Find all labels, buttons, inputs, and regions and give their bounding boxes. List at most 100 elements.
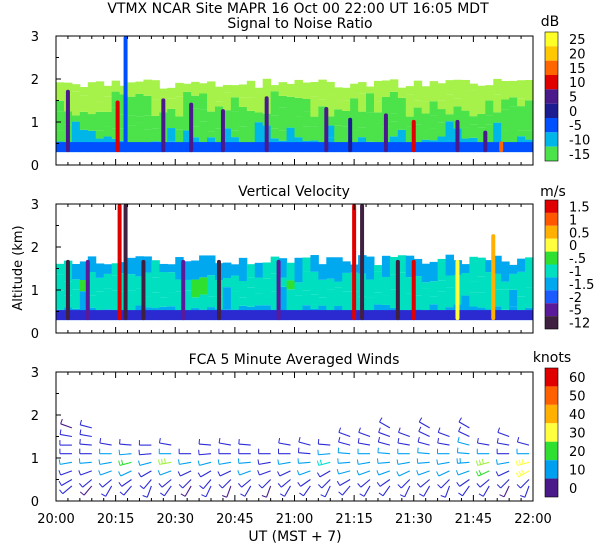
snr-cell	[135, 93, 144, 117]
vv-cell	[175, 257, 184, 280]
wind-barb-flag	[79, 429, 82, 435]
wind-barb	[423, 485, 431, 497]
vv-cell	[222, 262, 232, 278]
vv-cell	[397, 288, 407, 314]
vv-cell	[286, 262, 295, 281]
snr-cell	[509, 106, 518, 126]
vv-cell	[405, 277, 415, 294]
wind-barb-flag	[516, 437, 520, 443]
snr-cell	[215, 86, 224, 102]
snr-cell	[151, 99, 160, 116]
vv-cell	[222, 277, 232, 288]
wind-barb-flag	[101, 493, 106, 497]
wind-barb	[238, 461, 251, 464]
vv-cell	[111, 263, 121, 276]
snr-cell	[270, 91, 280, 116]
snr-cell	[389, 91, 399, 114]
vv-colorbar-label: -12	[569, 317, 590, 332]
vv-cell	[238, 297, 248, 306]
snr-cell	[453, 106, 462, 129]
snr-cell	[183, 130, 192, 142]
wind-barb	[303, 485, 311, 497]
wind-barb-flag	[277, 483, 282, 488]
vv-cell	[389, 274, 399, 290]
wind-barb-flag	[217, 459, 220, 465]
winds-colorbar-label: 0	[569, 482, 577, 497]
wind-barb-flag	[357, 438, 360, 444]
wind-barb-flag	[458, 492, 463, 497]
winds-colorbar-cell	[545, 386, 558, 405]
wind-barb-flag	[496, 438, 499, 444]
wind-barb-flag	[138, 472, 142, 478]
snr-cell	[405, 116, 415, 127]
vv-cell	[525, 276, 533, 288]
wind-barb	[500, 479, 510, 489]
snr-cell	[501, 99, 510, 110]
vv-cell	[469, 256, 478, 282]
snr-heatmap	[56, 36, 533, 153]
vv-cell	[246, 277, 256, 288]
wind-barb-flag	[197, 472, 202, 478]
snr-cell	[167, 98, 176, 109]
snr-colorbar-cell	[545, 118, 558, 133]
wind-barb-flag	[157, 470, 161, 476]
snr-cell	[199, 93, 208, 110]
snr-cell	[302, 111, 311, 127]
snr-cell	[254, 112, 264, 123]
wind-barb	[318, 443, 331, 446]
snr-cell	[270, 85, 280, 92]
wind-barb	[79, 461, 92, 464]
wind-barb	[462, 485, 470, 497]
snr-cell	[509, 80, 518, 98]
wind-barb	[139, 453, 152, 456]
snr-cell	[445, 94, 454, 115]
vv-cell	[334, 281, 343, 288]
wind-barb-flag	[319, 459, 323, 465]
wind-barb	[358, 470, 371, 476]
snr-cell	[342, 87, 351, 101]
wind-barb	[379, 421, 391, 429]
snr-cell	[525, 130, 533, 140]
vv-cell	[127, 290, 136, 314]
vv-cell	[326, 289, 335, 313]
snr-cell	[56, 100, 65, 112]
vv-cell	[238, 257, 248, 281]
vv-cell	[429, 281, 439, 297]
vv-cell	[501, 261, 510, 282]
snr-plume	[348, 117, 353, 153]
snr-cell	[143, 95, 152, 116]
snr-cell	[175, 116, 184, 130]
snr-colorbar-label: 10	[569, 76, 586, 91]
snr-cell	[374, 112, 383, 124]
vv-cell	[278, 286, 288, 313]
wind-barb	[377, 452, 390, 455]
vv-cell	[381, 255, 391, 277]
snr-cell	[71, 91, 81, 116]
snr-cell	[358, 127, 367, 138]
wind-barb	[418, 421, 430, 429]
wind-barb	[218, 461, 231, 465]
snr-cell	[350, 130, 359, 146]
snr-cell	[405, 86, 415, 95]
wind-barb	[121, 479, 132, 487]
snr-cell	[485, 124, 494, 144]
wind-barb	[324, 485, 331, 498]
snr-panel-title: Signal to Noise Ratio	[227, 16, 372, 32]
wind-barb	[159, 442, 172, 446]
snr-cell	[127, 115, 136, 126]
wind-barb-flag	[58, 480, 62, 486]
snr-cell	[238, 97, 248, 107]
snr-cell	[111, 91, 121, 108]
wind-barb	[146, 485, 152, 498]
wind-barb-flag	[278, 438, 281, 444]
wind-barb	[300, 479, 311, 487]
vv-cell	[342, 272, 351, 292]
snr-cell	[389, 79, 399, 92]
vv-colorbar-label: 1	[569, 213, 577, 228]
snr-cell	[199, 121, 208, 142]
snr-cell	[469, 116, 478, 125]
vv-plume	[85, 259, 90, 321]
vv-plume	[141, 259, 146, 321]
wind-barb-flag	[177, 459, 180, 465]
wind-barb	[360, 479, 371, 488]
